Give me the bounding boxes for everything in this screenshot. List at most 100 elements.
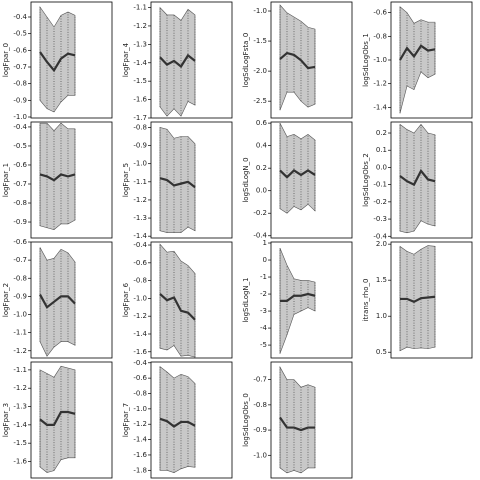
y-tick-label: -1.5 [253, 37, 267, 45]
y-axis-label: logFpar_5 [122, 163, 130, 197]
y-axis-label: logSdLogObs_2 [362, 153, 370, 207]
panel-frame [150, 241, 233, 359]
y-tick-label: -1.0 [373, 56, 387, 64]
y-tick-label: -0.7 [13, 180, 27, 188]
y-axis-label: logFpar_1 [2, 163, 10, 197]
median-line [400, 295, 436, 304]
y-tick-label: -1.1 [133, 4, 147, 12]
y-tick-label: -1.2 [13, 347, 27, 355]
interval-band [159, 243, 196, 358]
y-tick-label: -1.6 [133, 96, 147, 104]
panel: -1.0 -1.5 -2.0 -2.5 logSdLogFsta_0 [242, 1, 353, 119]
y-axis-label: logFpar_6 [122, 282, 130, 317]
y-tick-label: 1.0 [376, 312, 387, 320]
y-tick-label: -1.2 [133, 420, 147, 428]
y-tick-label: 0.5 [376, 348, 387, 356]
y-tick-label: -1.4 [13, 421, 27, 429]
median-line [39, 410, 76, 426]
panel-frame [150, 361, 233, 479]
panel: -0.6 -0.8 -1.0 -1.2 -1.4 logSdLogObs_1 [362, 1, 473, 119]
panel: -0.4 -0.5 -0.6 -0.7 -0.8 -0.9 logFpar_1 [2, 121, 113, 239]
median-line [39, 294, 76, 309]
median-line [39, 173, 76, 182]
y-tick-label: -1.4 [133, 436, 147, 444]
y-tick-label: 0.0 [376, 163, 387, 171]
y-tick-label: -1.1 [13, 329, 27, 337]
y-tick-label: -0.8 [13, 199, 27, 207]
panel-frame [270, 1, 353, 119]
y-tick-label: -1.7 [133, 114, 147, 122]
panel: -0.4 -0.5 -0.6 -0.7 -0.8 -0.9 -1.0 logFpar_0 [2, 1, 113, 121]
y-axis-label: logSdLogObs_0 [242, 393, 250, 447]
y-tick-label: 0.1 [376, 146, 387, 154]
y-tick-label: -0.7 [253, 376, 267, 384]
interval-band [279, 365, 316, 474]
y-tick-label: -1.5 [133, 77, 147, 85]
y-tick-label: -3 [260, 307, 267, 315]
y-tick-label: -0.5 [13, 30, 27, 38]
y-tick-label: -1.6 [133, 348, 147, 356]
y-tick-label: -0.2 [373, 198, 387, 206]
y-tick-label: -1.2 [133, 22, 147, 30]
panel: -0.4 -0.6 -0.8 -1.0 -1.2 -1.4 -1.6 logFpar_6 [122, 241, 233, 359]
y-tick-label: 2.0 [376, 240, 387, 248]
y-axis-label: logFpar_7 [122, 403, 130, 437]
y-tick-label: 0 [263, 256, 267, 264]
y-tick-label: 0.2 [256, 164, 267, 172]
panel: 0.2 0.1 0.0 -0.1 -0.2 -0.3 -0.4 logSdLogObs_2 [362, 121, 473, 240]
y-axis-label: itrans_rho_0 [362, 279, 370, 322]
median-line [399, 44, 436, 61]
median-line [279, 416, 315, 432]
y-axis-label: logFpar_0 [2, 43, 10, 77]
y-tick-label: -1.2 [13, 384, 27, 392]
y-tick-label: -1.8 [133, 466, 147, 474]
y-tick-label: -1.2 [133, 196, 147, 204]
panel: -0.8 -0.9 -1.0 -1.1 -1.2 -1.3 -1.4 logFpar_5 [122, 121, 233, 240]
y-tick-label: -0.6 [13, 46, 27, 54]
y-tick-label: -1.1 [13, 366, 27, 374]
y-tick-label: -1.0 [253, 451, 267, 459]
y-tick-label: 0.6 [256, 119, 268, 127]
median-line [159, 53, 196, 69]
y-tick-label: 0.4 [256, 142, 268, 150]
y-tick-label: -0.9 [13, 96, 27, 104]
y-axis-label: logFpar_4 [122, 42, 130, 77]
panel-frame [30, 1, 113, 119]
interval-band [279, 122, 316, 214]
panel-frame [270, 121, 353, 239]
y-tick-label: -0.4 [13, 123, 27, 131]
y-tick-label: -1.0 [133, 405, 147, 413]
panel: -1.1 -1.2 -1.3 -1.4 -1.5 -1.6 -1.7 logFpar_4 [122, 1, 233, 122]
y-tick-label: -1.5 [13, 439, 27, 447]
y-tick-label: -5 [260, 341, 267, 349]
median-line [399, 168, 436, 187]
y-tick-label: -1.4 [373, 103, 387, 111]
y-tick-label: -0.8 [133, 277, 147, 285]
y-tick-label: -0.6 [133, 259, 147, 267]
panel-frame [390, 241, 473, 359]
y-tick-label: -0.6 [13, 238, 27, 246]
y-tick-label: -1.0 [133, 294, 147, 302]
y-tick-label: -0.8 [133, 389, 147, 397]
y-axis-label: logFpar_3 [2, 403, 10, 437]
panel: -0.4 -0.6 -0.8 -1.0 -1.2 -1.4 -1.6 -1.8 logFpar_… [122, 359, 233, 479]
panel-frame [270, 361, 353, 479]
y-tick-label: 1 [263, 239, 267, 247]
y-tick-label: -0.7 [13, 63, 27, 71]
median-line [279, 51, 316, 70]
y-tick-label: -0.8 [373, 32, 387, 40]
interval-band [399, 6, 436, 114]
y-tick-label: -0.4 [133, 241, 147, 249]
y-tick-label: -2.0 [253, 67, 267, 75]
median-line [279, 169, 316, 179]
y-tick-label: -0.9 [13, 218, 27, 226]
y-tick-label: -1 [260, 273, 267, 281]
median-line [280, 292, 316, 302]
y-tick-label: -1.4 [133, 59, 147, 67]
y-tick-label: 1.5 [376, 276, 387, 284]
panel: 1 0 -1 -2 -3 -4 -5 logSdLogN_1 [242, 239, 353, 359]
y-tick-label: -1.6 [13, 458, 27, 466]
y-tick-label: -0.8 [133, 123, 147, 131]
y-tick-label: -1.3 [133, 40, 147, 48]
